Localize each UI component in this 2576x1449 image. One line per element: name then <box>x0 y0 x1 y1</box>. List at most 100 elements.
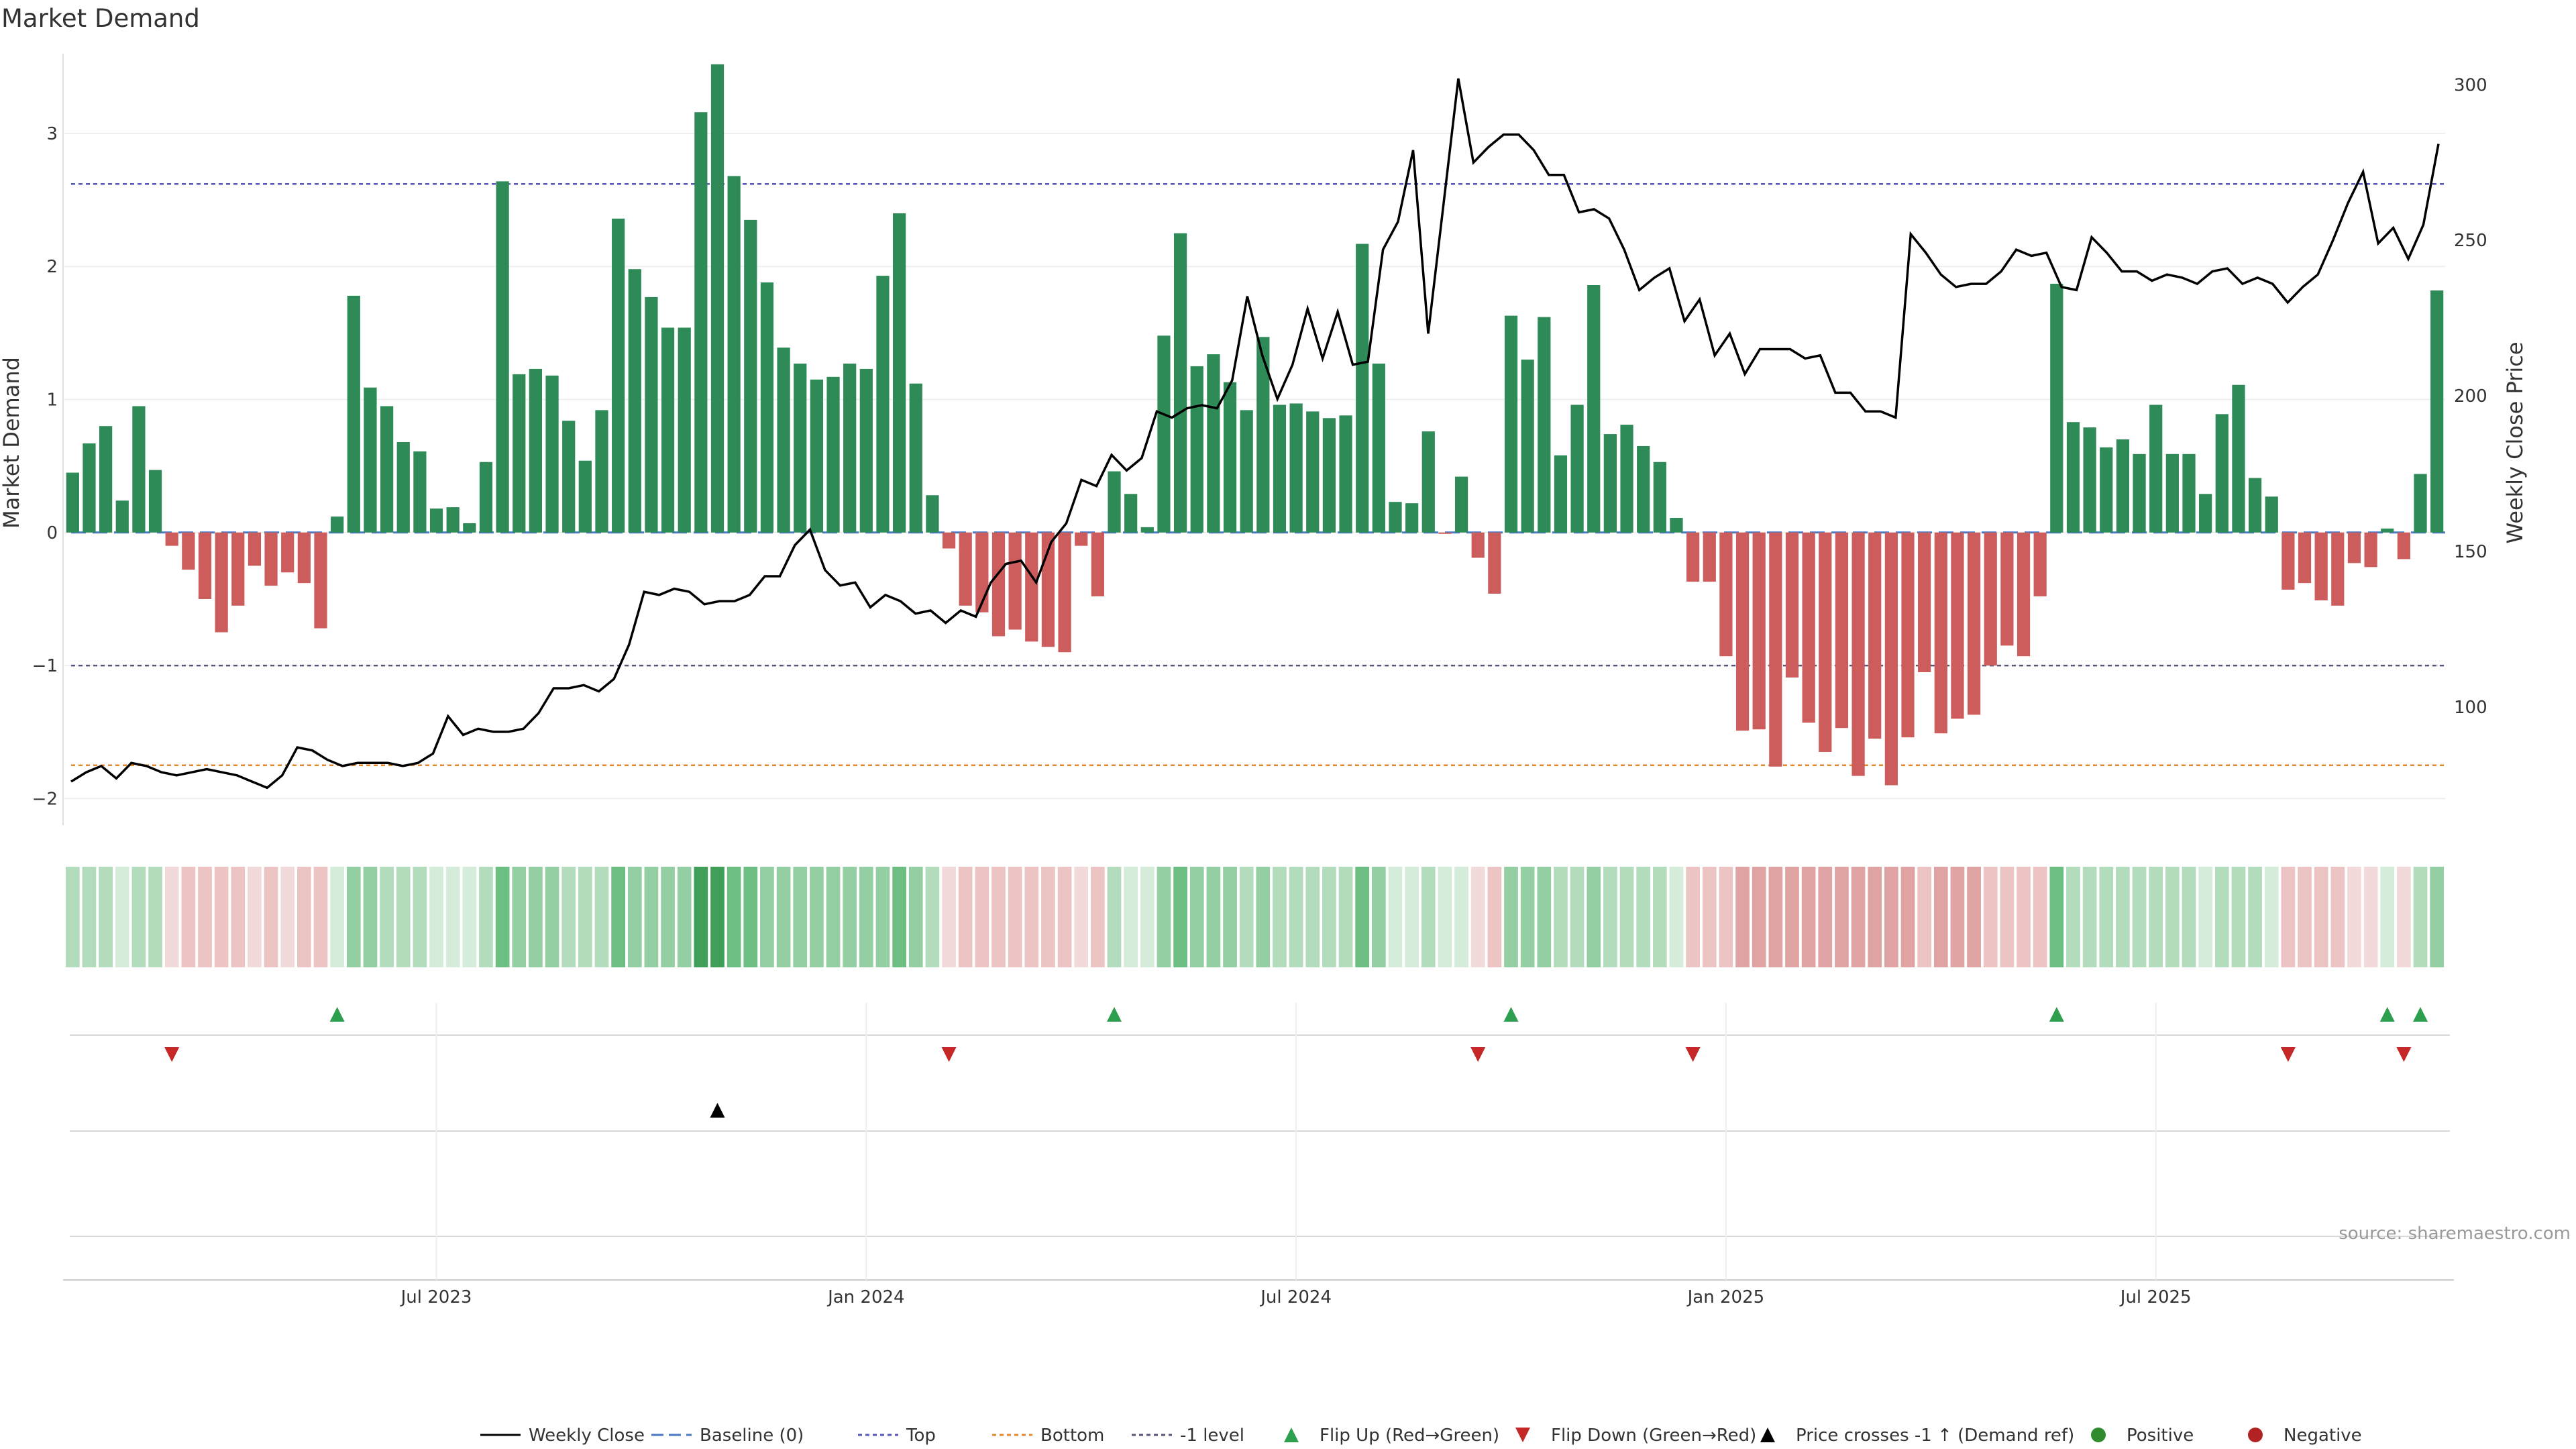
y2-tick-label: 250 <box>2454 231 2487 251</box>
strip-cell <box>1768 867 1783 967</box>
y-tick-label: −2 <box>32 789 58 809</box>
demand-bar <box>132 406 146 533</box>
strip-cell <box>2248 867 2262 967</box>
legend-swatch <box>1515 1428 1530 1442</box>
demand-bar <box>710 64 724 533</box>
demand-bar <box>1438 532 1452 534</box>
strip-cell <box>1752 867 1766 967</box>
demand-bar <box>1389 502 1402 533</box>
demand-bar <box>479 462 493 533</box>
strip-cell <box>2000 867 2015 967</box>
demand-bar <box>248 532 262 566</box>
demand-bar <box>694 112 708 533</box>
legend-label: Price crosses -1 ↑ (Demand ref) <box>1796 1426 2074 1446</box>
flip-down-marker <box>1685 1047 1701 1062</box>
strip-cell <box>115 867 129 967</box>
demand-bar <box>2381 528 2394 533</box>
demand-bar <box>727 176 741 533</box>
strip-cell <box>677 867 692 967</box>
demand-bar <box>1091 532 1104 596</box>
strip-cell <box>495 867 510 967</box>
strip-cell <box>1719 867 1733 967</box>
strip-cell <box>2330 867 2345 967</box>
strip-cell <box>1900 867 1915 967</box>
strip-cell <box>594 867 609 967</box>
y-axis-label: Market Demand <box>0 357 24 529</box>
strip-cell <box>181 867 196 967</box>
demand-bar <box>2083 427 2096 533</box>
flip-up-marker <box>329 1007 345 1022</box>
demand-bar <box>1075 532 1088 546</box>
demand-bar <box>1835 532 1849 729</box>
strip-cell <box>1554 867 1568 967</box>
strip-cell <box>2413 867 2428 967</box>
strip-cell <box>661 867 675 967</box>
demand-bar <box>1570 405 1584 533</box>
demand-bar <box>314 532 327 629</box>
strip-cell <box>2264 867 2279 967</box>
flip-up-marker <box>1107 1007 1122 1022</box>
flip-down-marker <box>2396 1047 2412 1062</box>
demand-bar <box>1769 532 1782 767</box>
demand-bar <box>1670 517 1683 533</box>
demand-bar <box>1653 462 1666 533</box>
legend-label: Flip Down (Green→Red) <box>1551 1426 1756 1446</box>
demand-bar <box>1356 244 1369 533</box>
strip-cell <box>2017 867 2031 967</box>
strip-cell <box>1835 867 1849 967</box>
demand-bar <box>562 421 576 533</box>
strip-cell <box>231 867 246 967</box>
strip-cell <box>1967 867 1981 967</box>
strip-cell <box>1239 867 1254 967</box>
strip-cell <box>512 867 527 967</box>
strip-cell <box>2049 867 2064 967</box>
demand-bar <box>148 470 162 533</box>
strip-cell <box>2132 867 2147 967</box>
y-tick-label: 2 <box>46 257 58 277</box>
flip-up-marker <box>2379 1007 2395 1022</box>
demand-bar <box>678 327 691 533</box>
demand-bar <box>2050 284 2063 533</box>
demand-bar <box>66 472 79 533</box>
strip-cell <box>2165 867 2180 967</box>
strip-cell <box>99 867 113 967</box>
strip-cell <box>1421 867 1436 967</box>
demand-bar <box>1173 233 1187 533</box>
demand-bar <box>959 532 972 606</box>
demand-bar <box>2248 478 2262 533</box>
demand-bar <box>182 532 195 570</box>
y2-tick-label: 300 <box>2454 75 2487 95</box>
demand-bar <box>645 297 658 533</box>
strip-cell <box>529 867 543 967</box>
demand-bar <box>215 532 228 633</box>
strip-cell <box>1487 867 1502 967</box>
demand-bar <box>1504 315 1518 533</box>
y-tick-label: −1 <box>32 656 58 676</box>
legend-label: Flip Up (Red→Green) <box>1320 1426 1499 1446</box>
price-cross-marker <box>710 1103 725 1118</box>
strip-cell <box>1355 867 1370 967</box>
strip-cell <box>1818 867 1833 967</box>
strip-cell <box>2066 867 2080 967</box>
demand-bar <box>991 532 1006 637</box>
strip-cell <box>561 867 576 967</box>
legend-swatch <box>2248 1428 2263 1442</box>
weekly-close-line <box>70 78 2440 790</box>
demand-bar <box>595 410 608 533</box>
strip-cell <box>908 867 923 967</box>
demand-bar <box>1752 532 1766 730</box>
demand-bar <box>231 532 245 606</box>
demand-bar <box>1108 471 1121 533</box>
demand-bar <box>281 532 294 573</box>
demand-bar <box>2397 532 2410 559</box>
strip-cell <box>2281 867 2296 967</box>
x-axis-ticks: Jul 2023 Jan 2024 Jul 2024 Jan 2025 Jul 2025 <box>400 1003 2192 1307</box>
demand-bar <box>909 383 922 533</box>
flip-down-marker <box>164 1047 180 1062</box>
demand-bar <box>1587 285 1601 533</box>
strip-cell <box>264 867 278 967</box>
strip-cell <box>644 867 659 967</box>
demand-bar <box>2100 447 2113 533</box>
demand-bar <box>1951 532 1964 719</box>
demand-bar <box>794 363 807 533</box>
